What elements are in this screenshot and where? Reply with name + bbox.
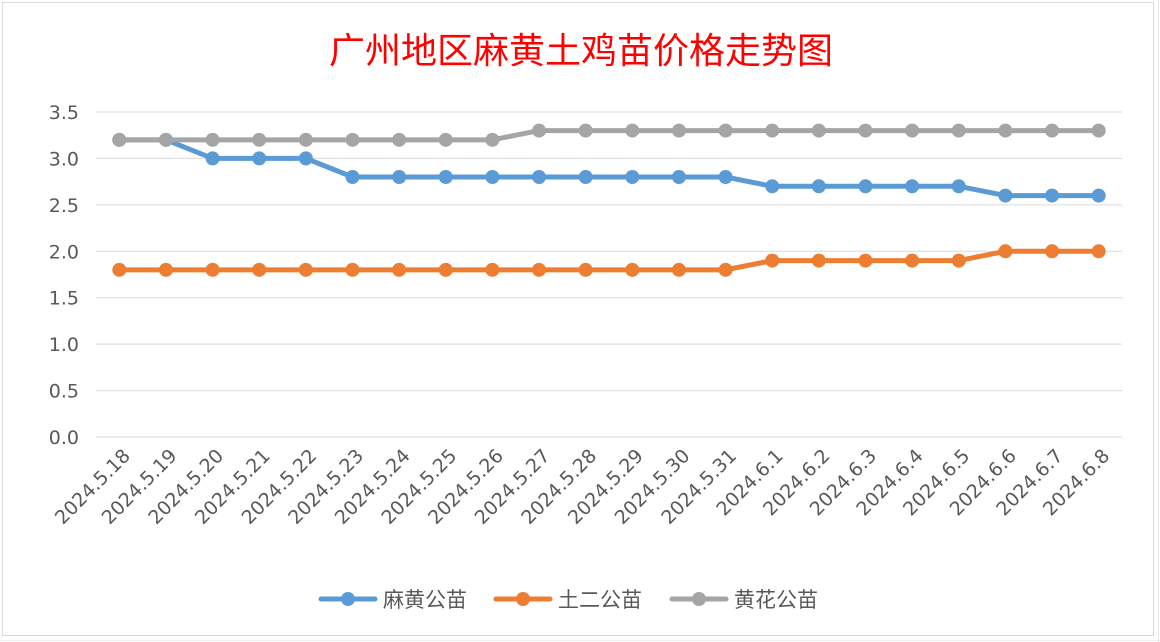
data-point[interactable] [438, 132, 453, 147]
data-point[interactable] [252, 262, 267, 277]
data-point[interactable] [811, 179, 826, 194]
legend-swatch-marker [516, 592, 530, 606]
series-3 [112, 123, 1106, 147]
data-point[interactable] [1045, 244, 1060, 259]
data-point[interactable] [671, 262, 686, 277]
x-axis-ticks: 2024.5.182024.5.192024.5.202024.5.212024… [51, 445, 1114, 529]
data-point[interactable] [905, 253, 920, 268]
data-point[interactable] [951, 123, 966, 138]
data-point[interactable] [345, 170, 360, 184]
data-point[interactable] [811, 253, 826, 268]
y-tick-label: 2.5 [49, 195, 79, 217]
data-point[interactable] [858, 179, 873, 194]
data-point[interactable] [998, 188, 1013, 203]
data-point[interactable] [438, 170, 453, 184]
series-line [116, 248, 1102, 273]
legend-swatch-marker [692, 592, 706, 606]
y-axis-ticks: 0.0 0.5 1.0 1.5 2.0 2.5 3.0 3.5 [49, 102, 79, 449]
data-point[interactable] [392, 170, 407, 184]
data-point[interactable] [951, 253, 966, 268]
legend[interactable]: 麻黄公苗 土二公苗 黄花公苗 [318, 588, 818, 612]
data-point[interactable] [718, 123, 733, 138]
data-point[interactable] [578, 262, 593, 277]
data-point[interactable] [998, 123, 1013, 138]
data-point[interactable] [345, 132, 360, 147]
data-point[interactable] [438, 262, 453, 277]
data-point[interactable] [392, 262, 407, 277]
data-point[interactable] [765, 179, 780, 194]
legend-label: 黄花公苗 [734, 588, 818, 612]
data-point[interactable] [765, 253, 780, 268]
y-tick-label: 1.5 [49, 288, 79, 310]
data-point[interactable] [112, 262, 127, 277]
data-point[interactable] [158, 262, 173, 277]
data-point[interactable] [298, 151, 313, 166]
data-point[interactable] [205, 262, 220, 277]
data-point[interactable] [858, 123, 873, 138]
data-point[interactable] [252, 151, 267, 166]
data-point[interactable] [532, 170, 547, 184]
y-tick-label: 3.5 [49, 102, 79, 124]
legend-item[interactable]: 黄花公苗 [669, 588, 818, 612]
series-line [116, 137, 1102, 199]
series-line [116, 128, 1102, 143]
data-point[interactable] [532, 123, 547, 138]
data-point[interactable] [1045, 123, 1060, 138]
y-tick-label: 0.5 [49, 381, 79, 403]
data-point[interactable] [485, 132, 500, 147]
y-tick-label: 3.0 [49, 148, 79, 170]
data-point[interactable] [998, 244, 1013, 259]
series-2 [112, 244, 1106, 277]
sheet-gridline [0, 640, 1160, 641]
data-point[interactable] [811, 123, 826, 138]
data-point[interactable] [718, 170, 733, 184]
data-point[interactable] [1045, 188, 1060, 203]
data-point[interactable] [112, 132, 127, 147]
data-point[interactable] [345, 262, 360, 277]
y-tick-label: 2.0 [49, 241, 79, 263]
sheet-gridline [1158, 0, 1159, 642]
data-point[interactable] [671, 170, 686, 184]
y-tick-label: 0.0 [49, 427, 79, 449]
data-point[interactable] [532, 262, 547, 277]
data-point[interactable] [765, 123, 780, 138]
data-point[interactable] [205, 151, 220, 166]
line-chart: 广州地区麻黄土鸡苗价格走势图 0.00.51.01.52.02.53.03.5 … [49, 31, 1122, 612]
data-point[interactable] [858, 253, 873, 268]
data-point[interactable] [625, 262, 640, 277]
legend-swatch-marker [341, 592, 355, 606]
data-point[interactable] [578, 123, 593, 138]
data-point[interactable] [1091, 244, 1106, 259]
chart-title: 广州地区麻黄土鸡苗价格走势图 [329, 31, 833, 72]
data-point[interactable] [1091, 123, 1106, 138]
y-tick-label: 1.0 [49, 334, 79, 356]
legend-label: 土二公苗 [558, 588, 642, 612]
data-point[interactable] [905, 179, 920, 194]
legend-label: 麻黄公苗 [383, 588, 467, 612]
data-point[interactable] [158, 132, 173, 147]
data-point[interactable] [671, 123, 686, 138]
series-group [112, 123, 1106, 277]
data-point[interactable] [951, 179, 966, 194]
data-point[interactable] [252, 132, 267, 147]
legend-item[interactable]: 土二公苗 [493, 588, 642, 612]
data-point[interactable] [625, 123, 640, 138]
legend-item[interactable]: 麻黄公苗 [318, 588, 467, 612]
data-point[interactable] [298, 262, 313, 277]
data-point[interactable] [485, 262, 500, 277]
data-point[interactable] [1091, 188, 1106, 203]
data-point[interactable] [718, 262, 733, 277]
data-point[interactable] [905, 123, 920, 138]
data-point[interactable] [205, 132, 220, 147]
data-point[interactable] [625, 170, 640, 184]
data-point[interactable] [392, 132, 407, 147]
data-point[interactable] [485, 170, 500, 184]
data-point[interactable] [578, 170, 593, 184]
data-point[interactable] [298, 132, 313, 147]
